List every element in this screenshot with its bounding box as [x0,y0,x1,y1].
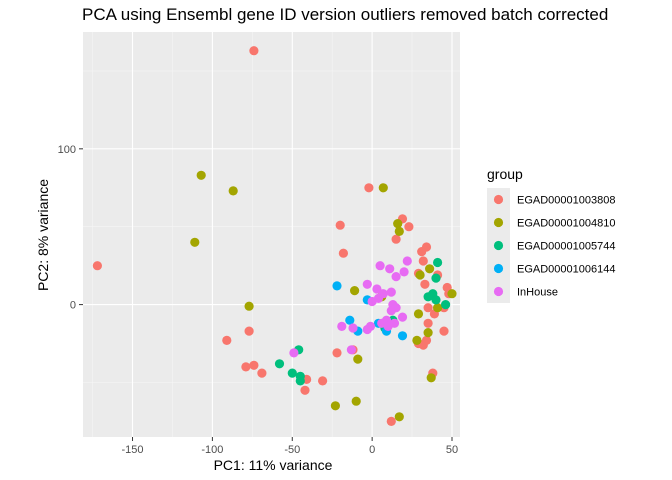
data-point [439,326,449,336]
data-point [433,257,443,268]
legend-title: group [487,166,523,182]
data-point [378,289,388,299]
legend-label: EGAD00001004810 [517,218,615,230]
data-point [391,234,401,244]
data-point [332,281,342,291]
data-point [431,273,441,283]
data-point [196,170,206,180]
x-tick-label: -100 [201,444,223,456]
data-point [274,359,285,369]
data-point [92,261,102,271]
minor-gridlines [83,32,460,437]
x-tick-label: -50 [284,444,300,456]
y-tick-label: 100 [58,144,76,156]
data-point [423,328,433,338]
data-point [375,261,385,271]
data-point [394,226,404,236]
legend-label: InHouse [517,287,558,299]
data-point [386,306,396,316]
y-tick-label: 0 [70,300,76,312]
data-point [257,368,267,378]
data-point [330,401,340,411]
data-point [425,264,435,274]
data-point [420,279,430,289]
data-point [426,373,436,383]
data-point [351,396,361,406]
data-point [337,321,347,331]
data-point [348,323,358,333]
data-point [423,318,433,328]
data-point [421,335,432,345]
data-point [433,303,443,313]
x-tick-label: 50 [446,444,458,456]
data-point [222,335,232,345]
data-point [397,331,408,341]
x-tick-label: -150 [122,444,144,456]
data-point [393,219,403,229]
data-point [397,312,408,322]
data-point [241,362,251,372]
data-points [92,46,457,426]
data-point [249,360,259,370]
data-point [418,256,428,266]
y-axis-title: PC2: 8% variance [35,179,51,291]
data-point [244,301,254,311]
data-point [350,286,360,296]
data-point [378,183,388,193]
data-point [383,321,393,331]
data-point [447,289,457,299]
data-point [394,412,404,422]
data-point [338,248,348,258]
data-point [402,256,412,266]
data-point [412,335,422,345]
x-axis-title: PC1: 11% variance [214,457,333,473]
data-point [353,354,363,364]
x-tick-label: 0 [369,444,375,456]
chart-title: PCA using Ensembl gene ID version outlie… [82,5,608,24]
x-axis-ticks: -150 -100 -50 0 50 [122,437,458,456]
data-point [423,303,433,313]
data-point [391,272,401,282]
data-point [417,247,427,257]
data-point [228,186,238,196]
y-axis-ticks: 0 100 [58,144,83,312]
data-point [289,348,299,358]
legend: group EGAD00001003808 EGAD00001004810 EGAD… [487,166,615,303]
data-point [386,416,396,426]
data-point [318,376,328,386]
legend-key-point [493,217,504,228]
data-point [249,46,259,56]
data-point [287,368,297,378]
legend-key-point [493,263,504,274]
legend-label: EGAD00001005744 [517,241,615,253]
data-point [244,326,254,336]
data-point [295,376,305,386]
data-point [300,385,310,395]
plot-panel [83,32,460,437]
legend-key-point [493,240,504,251]
data-point [413,309,424,319]
data-point [415,270,425,280]
data-point [332,348,342,358]
data-point [335,220,345,230]
data-point [346,345,356,355]
legend-label: EGAD00001006144 [517,264,615,276]
data-point [385,264,395,274]
data-point [345,315,355,325]
data-point [190,237,200,247]
data-point [431,295,441,305]
data-point [372,284,382,294]
data-point [404,222,414,232]
legend-label: EGAD00001003808 [517,195,615,207]
legend-key-point [493,286,504,297]
legend-key-point [493,194,504,205]
data-point [364,183,374,193]
data-point [399,267,409,277]
data-point [362,279,372,289]
data-point [362,324,372,335]
data-point [423,292,433,302]
data-point [386,287,396,297]
data-point [441,300,451,310]
